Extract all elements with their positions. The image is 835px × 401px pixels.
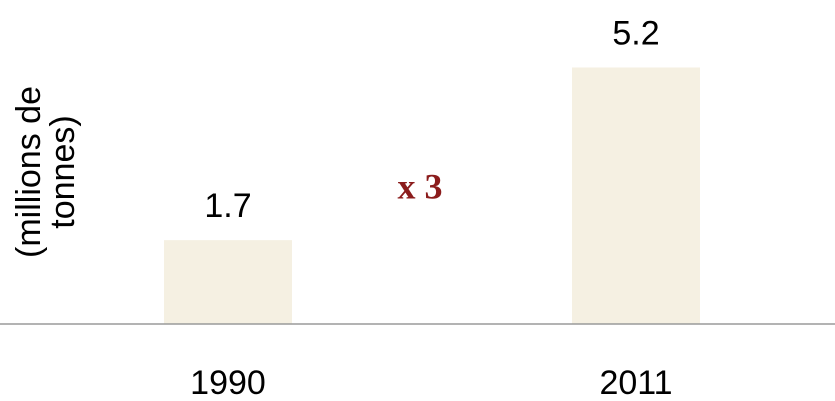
bar [572, 67, 700, 324]
bar [164, 240, 292, 324]
y-axis-label: (millions de tonnes) [10, 86, 82, 258]
value-label: 1.7 [204, 187, 251, 225]
y-label-line: (millions de [10, 86, 48, 258]
annotation: x 3 [398, 166, 443, 206]
x-tick-label: 2011 [599, 364, 672, 401]
x-tick-label: 1990 [190, 364, 266, 401]
y-label-line: tonnes) [44, 115, 82, 228]
value-label: 5.2 [612, 14, 659, 52]
